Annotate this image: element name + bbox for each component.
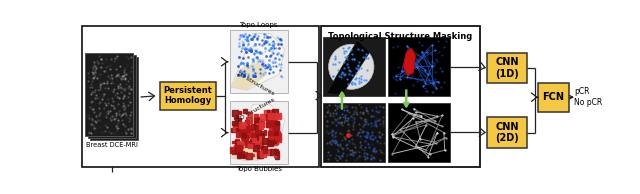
Bar bbox=[230, 101, 288, 164]
Circle shape bbox=[328, 44, 374, 89]
Bar bbox=[85, 53, 134, 136]
Text: CNN
(1D): CNN (1D) bbox=[495, 57, 519, 79]
Bar bbox=[323, 37, 385, 96]
Text: Topo Loops: Topo Loops bbox=[239, 22, 278, 28]
Bar bbox=[90, 57, 138, 140]
Bar bbox=[160, 82, 216, 110]
Bar bbox=[88, 55, 136, 138]
Text: CNN
(2D): CNN (2D) bbox=[495, 122, 519, 143]
Text: No pCR: No pCR bbox=[575, 98, 603, 107]
Bar bbox=[83, 26, 319, 166]
Bar bbox=[323, 103, 385, 162]
Bar bbox=[230, 30, 288, 93]
Bar bbox=[388, 103, 450, 162]
Text: Topo Bubbles: Topo Bubbles bbox=[236, 166, 282, 172]
Polygon shape bbox=[231, 33, 285, 90]
Bar bbox=[388, 37, 450, 96]
Text: pCR: pCR bbox=[575, 87, 590, 96]
Text: Topological Structure Masking: Topological Structure Masking bbox=[328, 32, 472, 41]
Text: Persistent
Homology: Persistent Homology bbox=[163, 86, 212, 105]
Bar bbox=[487, 53, 527, 83]
Text: 2D structures: 2D structures bbox=[236, 97, 275, 122]
Polygon shape bbox=[231, 62, 268, 90]
Polygon shape bbox=[231, 129, 268, 161]
Bar bbox=[321, 26, 480, 167]
Text: 1D structures: 1D structures bbox=[236, 70, 275, 96]
Bar bbox=[487, 117, 527, 148]
Polygon shape bbox=[403, 48, 415, 76]
Polygon shape bbox=[326, 40, 370, 95]
Text: Breast DCE-MRI: Breast DCE-MRI bbox=[86, 142, 138, 148]
Bar bbox=[538, 83, 569, 112]
Polygon shape bbox=[231, 104, 285, 161]
Text: FCN: FCN bbox=[543, 92, 564, 102]
